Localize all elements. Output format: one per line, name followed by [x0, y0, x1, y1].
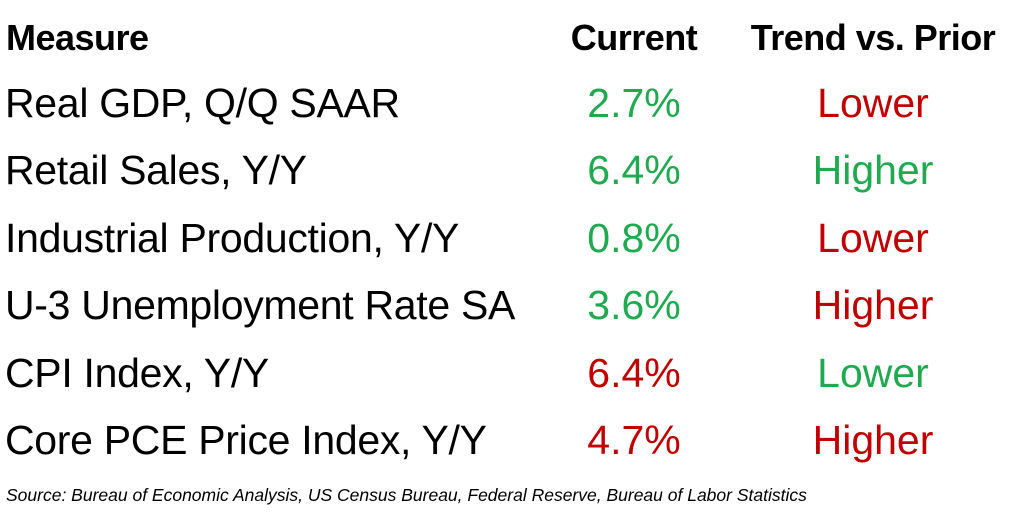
table-header-row: Measure Current Trend vs. Prior	[0, 10, 1023, 66]
table-row: Industrial Production, Y/Y 0.8% Lower	[0, 205, 1023, 271]
table-row: Real GDP, Q/Q SAAR 2.7% Lower	[0, 70, 1023, 136]
cell-trend: Higher	[812, 147, 934, 193]
cell-current: 3.6%	[587, 282, 681, 328]
cell-current: 0.8%	[587, 215, 681, 261]
table-row: CPI Index, Y/Y 6.4% Lower	[0, 340, 1023, 406]
cell-current: 6.4%	[587, 350, 681, 396]
cell-measure: Core PCE Price Index, Y/Y	[5, 417, 487, 463]
cell-current: 2.7%	[587, 80, 681, 126]
table-row: Retail Sales, Y/Y 6.4% Higher	[0, 137, 1023, 203]
cell-current: 4.7%	[587, 417, 681, 463]
cell-trend: Lower	[817, 350, 929, 396]
table-row: Core PCE Price Index, Y/Y 4.7% Higher	[0, 407, 1023, 473]
cell-trend: Higher	[812, 282, 934, 328]
header-current: Current	[570, 17, 698, 58]
cell-measure: Real GDP, Q/Q SAAR	[5, 80, 400, 126]
table-row: U-3 Unemployment Rate SA 3.6% Higher	[0, 272, 1023, 338]
cell-trend: Lower	[817, 215, 929, 261]
cell-current: 6.4%	[587, 147, 681, 193]
cell-measure: CPI Index, Y/Y	[5, 350, 269, 396]
cell-measure: Retail Sales, Y/Y	[5, 147, 307, 193]
header-trend: Trend vs. Prior	[750, 17, 996, 58]
cell-measure: U-3 Unemployment Rate SA	[5, 282, 516, 328]
source-note: Source: Bureau of Economic Analysis, US …	[6, 485, 807, 505]
cell-trend: Lower	[817, 80, 929, 126]
cell-trend: Higher	[812, 417, 934, 463]
header-measure: Measure	[6, 17, 149, 58]
cell-measure: Industrial Production, Y/Y	[5, 215, 460, 261]
